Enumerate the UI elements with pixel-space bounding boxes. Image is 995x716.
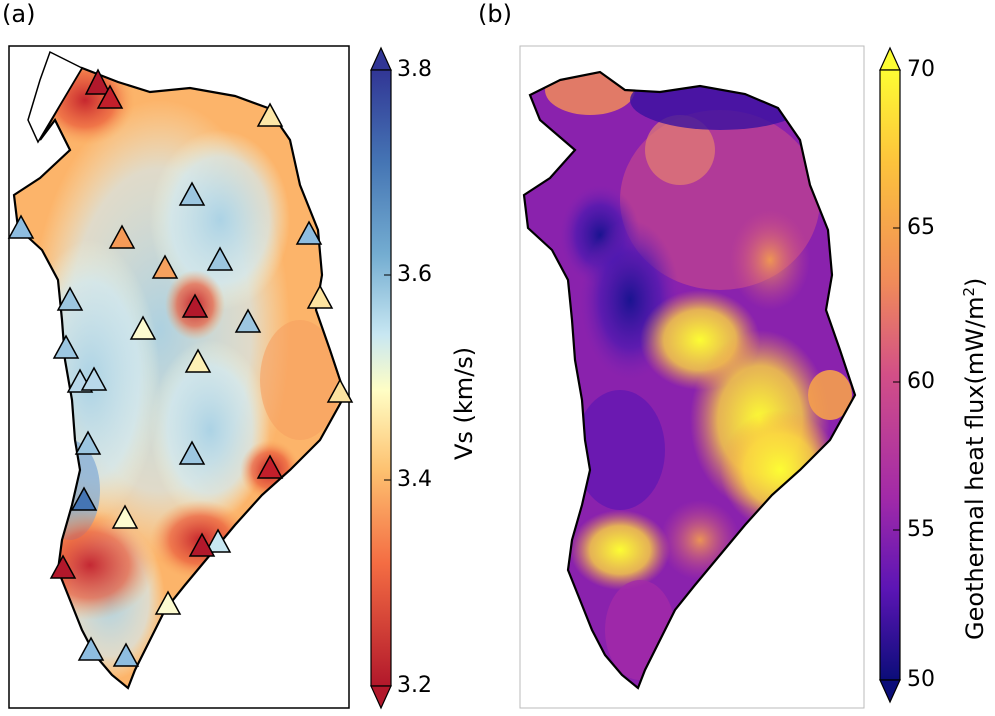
hf-tick-60: 60 — [907, 371, 935, 393]
heatflux-colorbar — [880, 48, 900, 702]
hf-tick-65: 65 — [907, 217, 935, 239]
hf-colorbar-title: Geothermal heat flux(mW/m2) — [960, 278, 989, 640]
vs-tick-3-6: 3.6 — [397, 264, 432, 286]
vs-tick-3-2: 3.2 — [397, 675, 432, 697]
hf-title-sup: 2 — [960, 287, 978, 297]
vs-colorbar — [371, 48, 391, 708]
vs-colorbar-title: Vs (km/s) — [450, 347, 478, 460]
vs-tick-3-4: 3.4 — [397, 469, 432, 491]
hf-title-end: ) — [961, 278, 989, 287]
hf-title-main: Geothermal heat flux(mW/m — [961, 297, 989, 640]
hf-tick-70: 70 — [907, 59, 935, 81]
hf-tick-55: 55 — [907, 519, 935, 541]
vs-tick-3-8: 3.8 — [397, 59, 432, 81]
hf-tick-50: 50 — [907, 669, 935, 691]
